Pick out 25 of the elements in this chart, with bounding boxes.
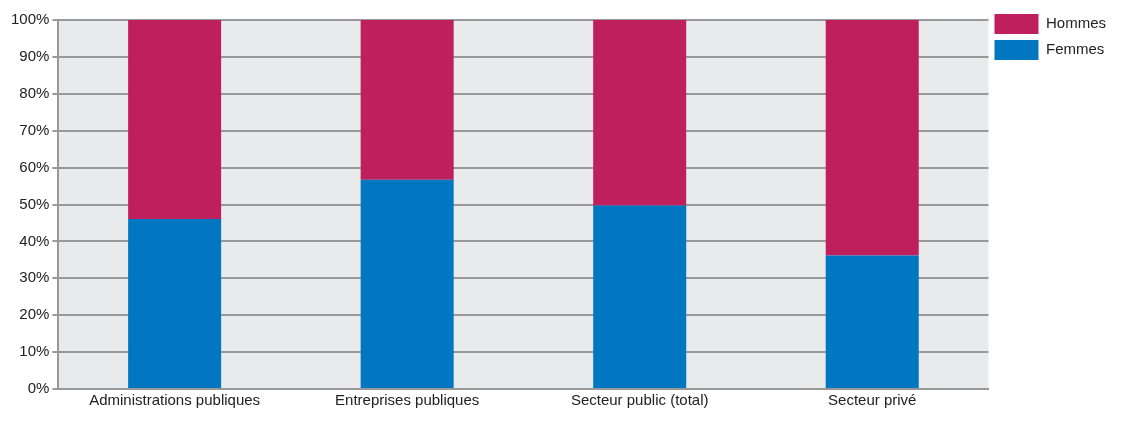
bar [128, 218, 222, 388]
y-tick-label: 20% [19, 305, 50, 323]
bar [825, 255, 919, 388]
y-tick-label: 10% [19, 342, 50, 360]
legend-label: Femmes [1045, 40, 1105, 58]
x-tick-label: Secteur privé [828, 391, 917, 409]
y-tick-label: 80% [19, 83, 50, 101]
bar [128, 20, 222, 219]
y-tick-label: 50% [19, 194, 50, 212]
bar [593, 20, 687, 206]
y-tick-label: 0% [27, 379, 50, 397]
x-tick-label: Administrations publiques [89, 391, 261, 409]
y-tick-label: 60% [19, 157, 50, 175]
y-tick-label: 90% [19, 47, 50, 65]
bar [360, 20, 454, 180]
bar [360, 179, 454, 388]
legend-label: Hommes [1045, 14, 1107, 32]
y-tick-label: 30% [19, 268, 50, 286]
y-tick-label: 100% [10, 10, 50, 28]
x-tick-label: Entreprises publiques [335, 391, 480, 409]
y-tick-label: 70% [19, 120, 50, 138]
bar [593, 205, 687, 388]
bar [825, 20, 919, 256]
y-tick-label: 40% [19, 231, 50, 249]
x-tick-label: Secteur public (total) [570, 391, 709, 409]
